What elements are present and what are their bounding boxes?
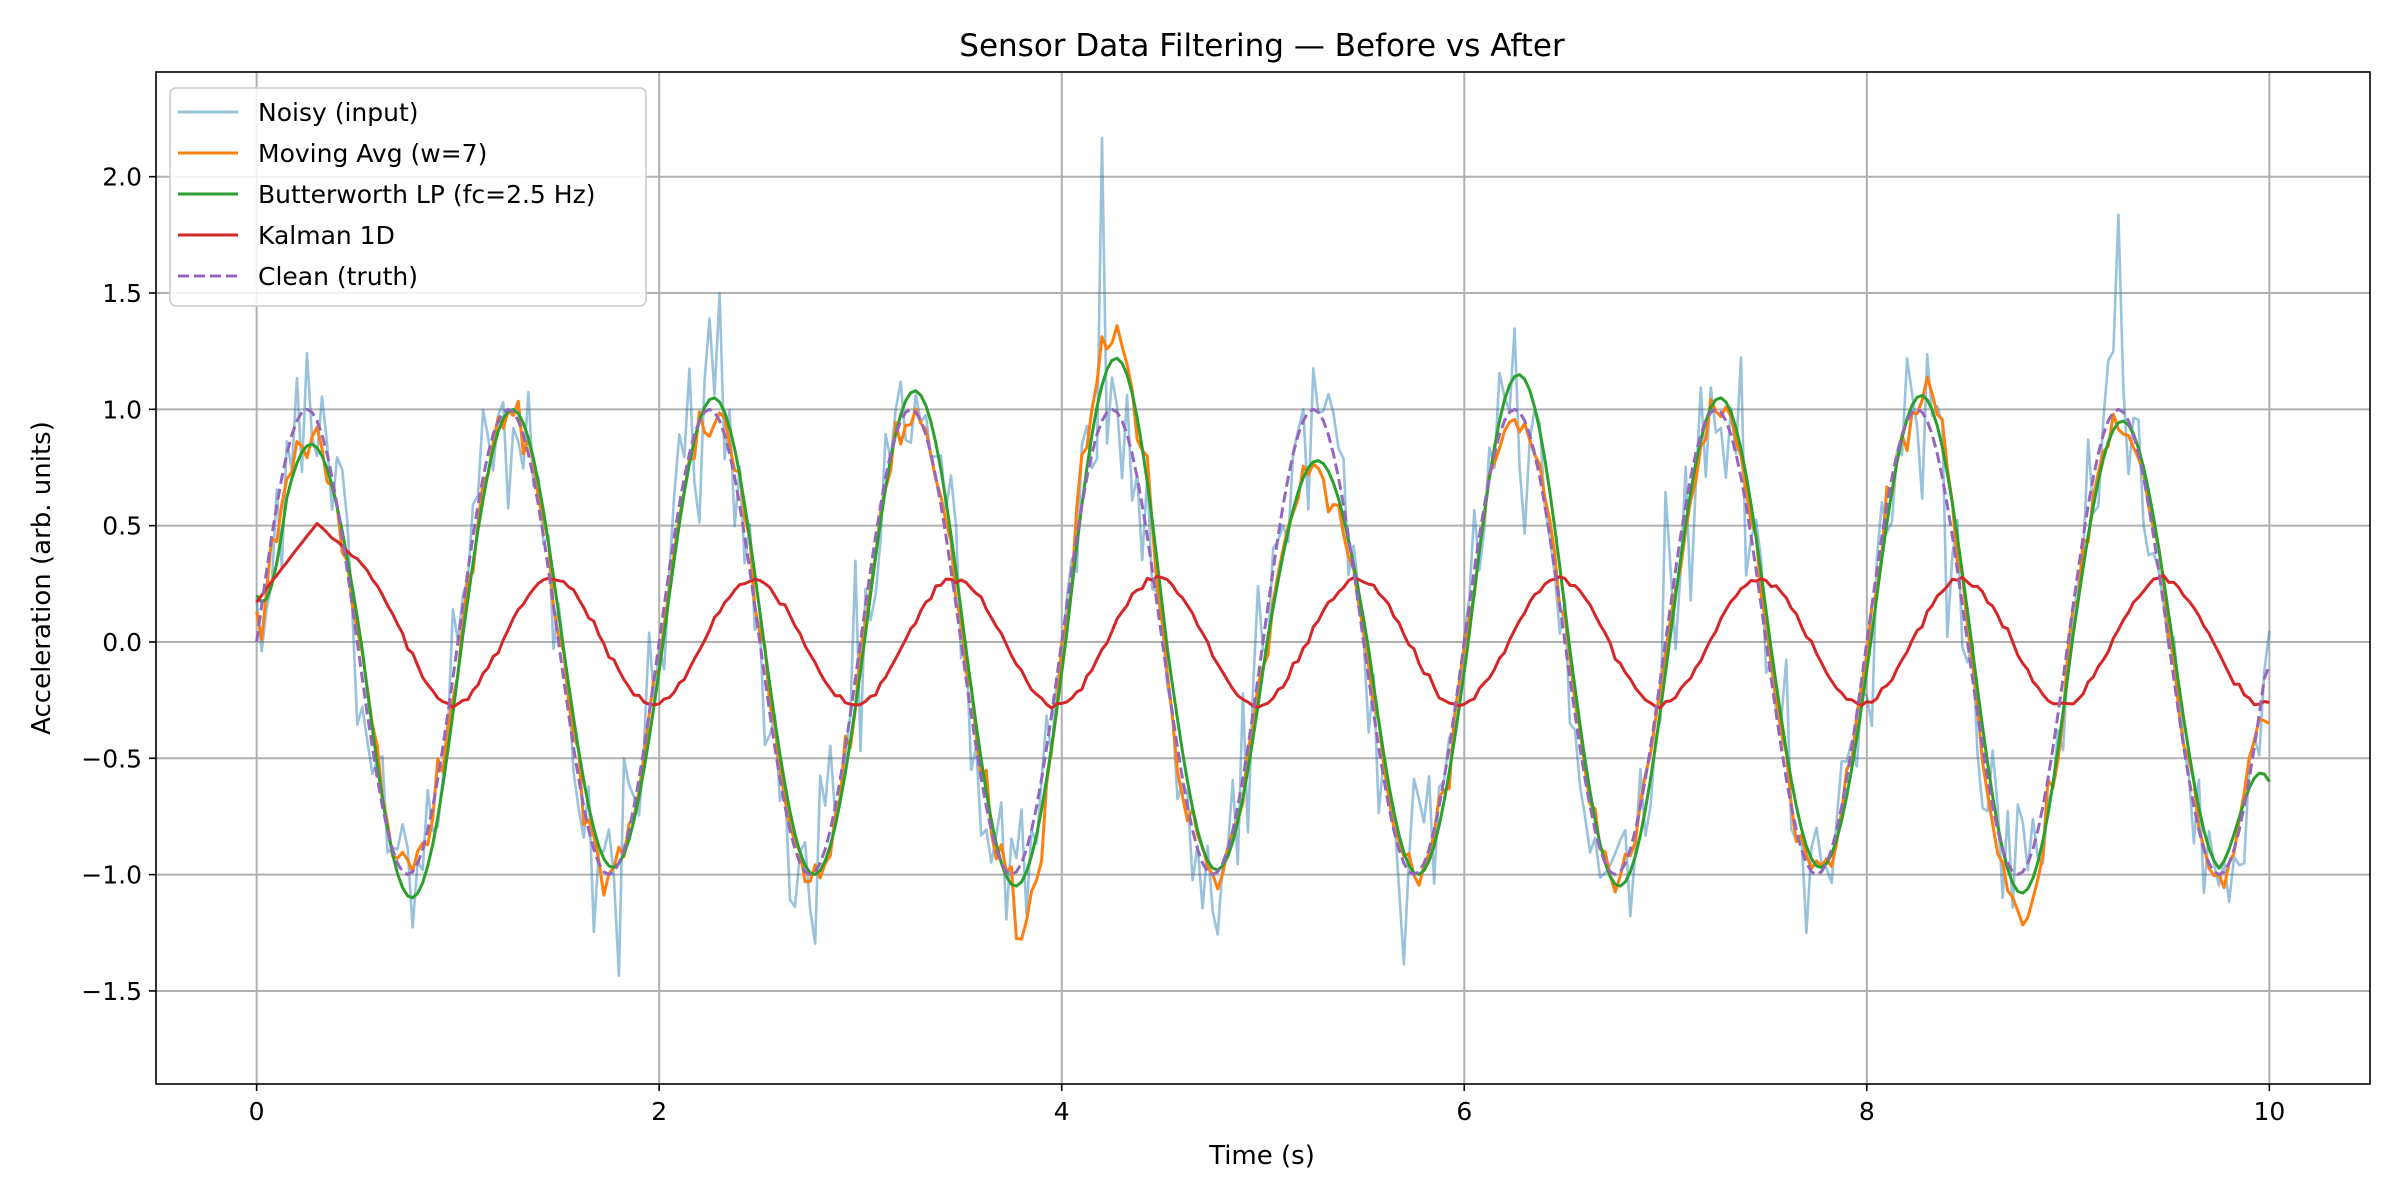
legend-label: Clean (truth) — [258, 262, 418, 291]
series-line-3 — [255, 356, 2271, 900]
y-axis: −1.5 −1.0 −0.5 0.0 0.5 1.0 1.5 2.0 — [81, 163, 156, 1006]
legend-label: Kalman 1D — [258, 221, 395, 250]
legend-box — [169, 87, 647, 307]
y-tick-label: 0.5 — [102, 512, 142, 541]
x-tick-label: 4 — [1054, 1097, 1070, 1126]
series-line-5 — [255, 407, 2271, 877]
y-tick-label: −1.0 — [81, 861, 142, 890]
x-tick-label: 2 — [651, 1097, 667, 1126]
series-layer — [255, 136, 2271, 978]
x-tick-label: 8 — [1859, 1097, 1875, 1126]
series-line-4 — [255, 522, 2270, 710]
x-tick-label: 6 — [1456, 1097, 1472, 1126]
axes-frame — [155, 71, 2371, 1085]
y-tick-label: −0.5 — [81, 744, 142, 773]
legend-label: Noisy (input) — [258, 98, 419, 127]
y-tick-label: −1.5 — [81, 977, 142, 1006]
y-axis-label: Acceleration (arb. units) — [27, 421, 57, 735]
x-axis-label: Time (s) — [1208, 1141, 1315, 1171]
legend-label: Butterworth LP (fc=2.5 Hz) — [258, 180, 595, 209]
x-tick-label: 10 — [2253, 1097, 2285, 1126]
chart-title: Sensor Data Filtering — Before vs After — [959, 28, 1565, 64]
x-axis: 0 2 4 6 8 10 — [249, 1084, 2285, 1126]
y-tick-label: 0.0 — [102, 628, 142, 657]
y-tick-label: 1.5 — [102, 279, 142, 308]
legend-label: Moving Avg (w=7) — [258, 139, 487, 168]
legend: Noisy (input) Moving Avg (w=7) Butterworth… — [169, 87, 647, 307]
x-tick-label: 0 — [249, 1097, 265, 1126]
y-tick-label: 2.0 — [102, 163, 142, 192]
y-tick-label: 1.0 — [102, 395, 142, 424]
